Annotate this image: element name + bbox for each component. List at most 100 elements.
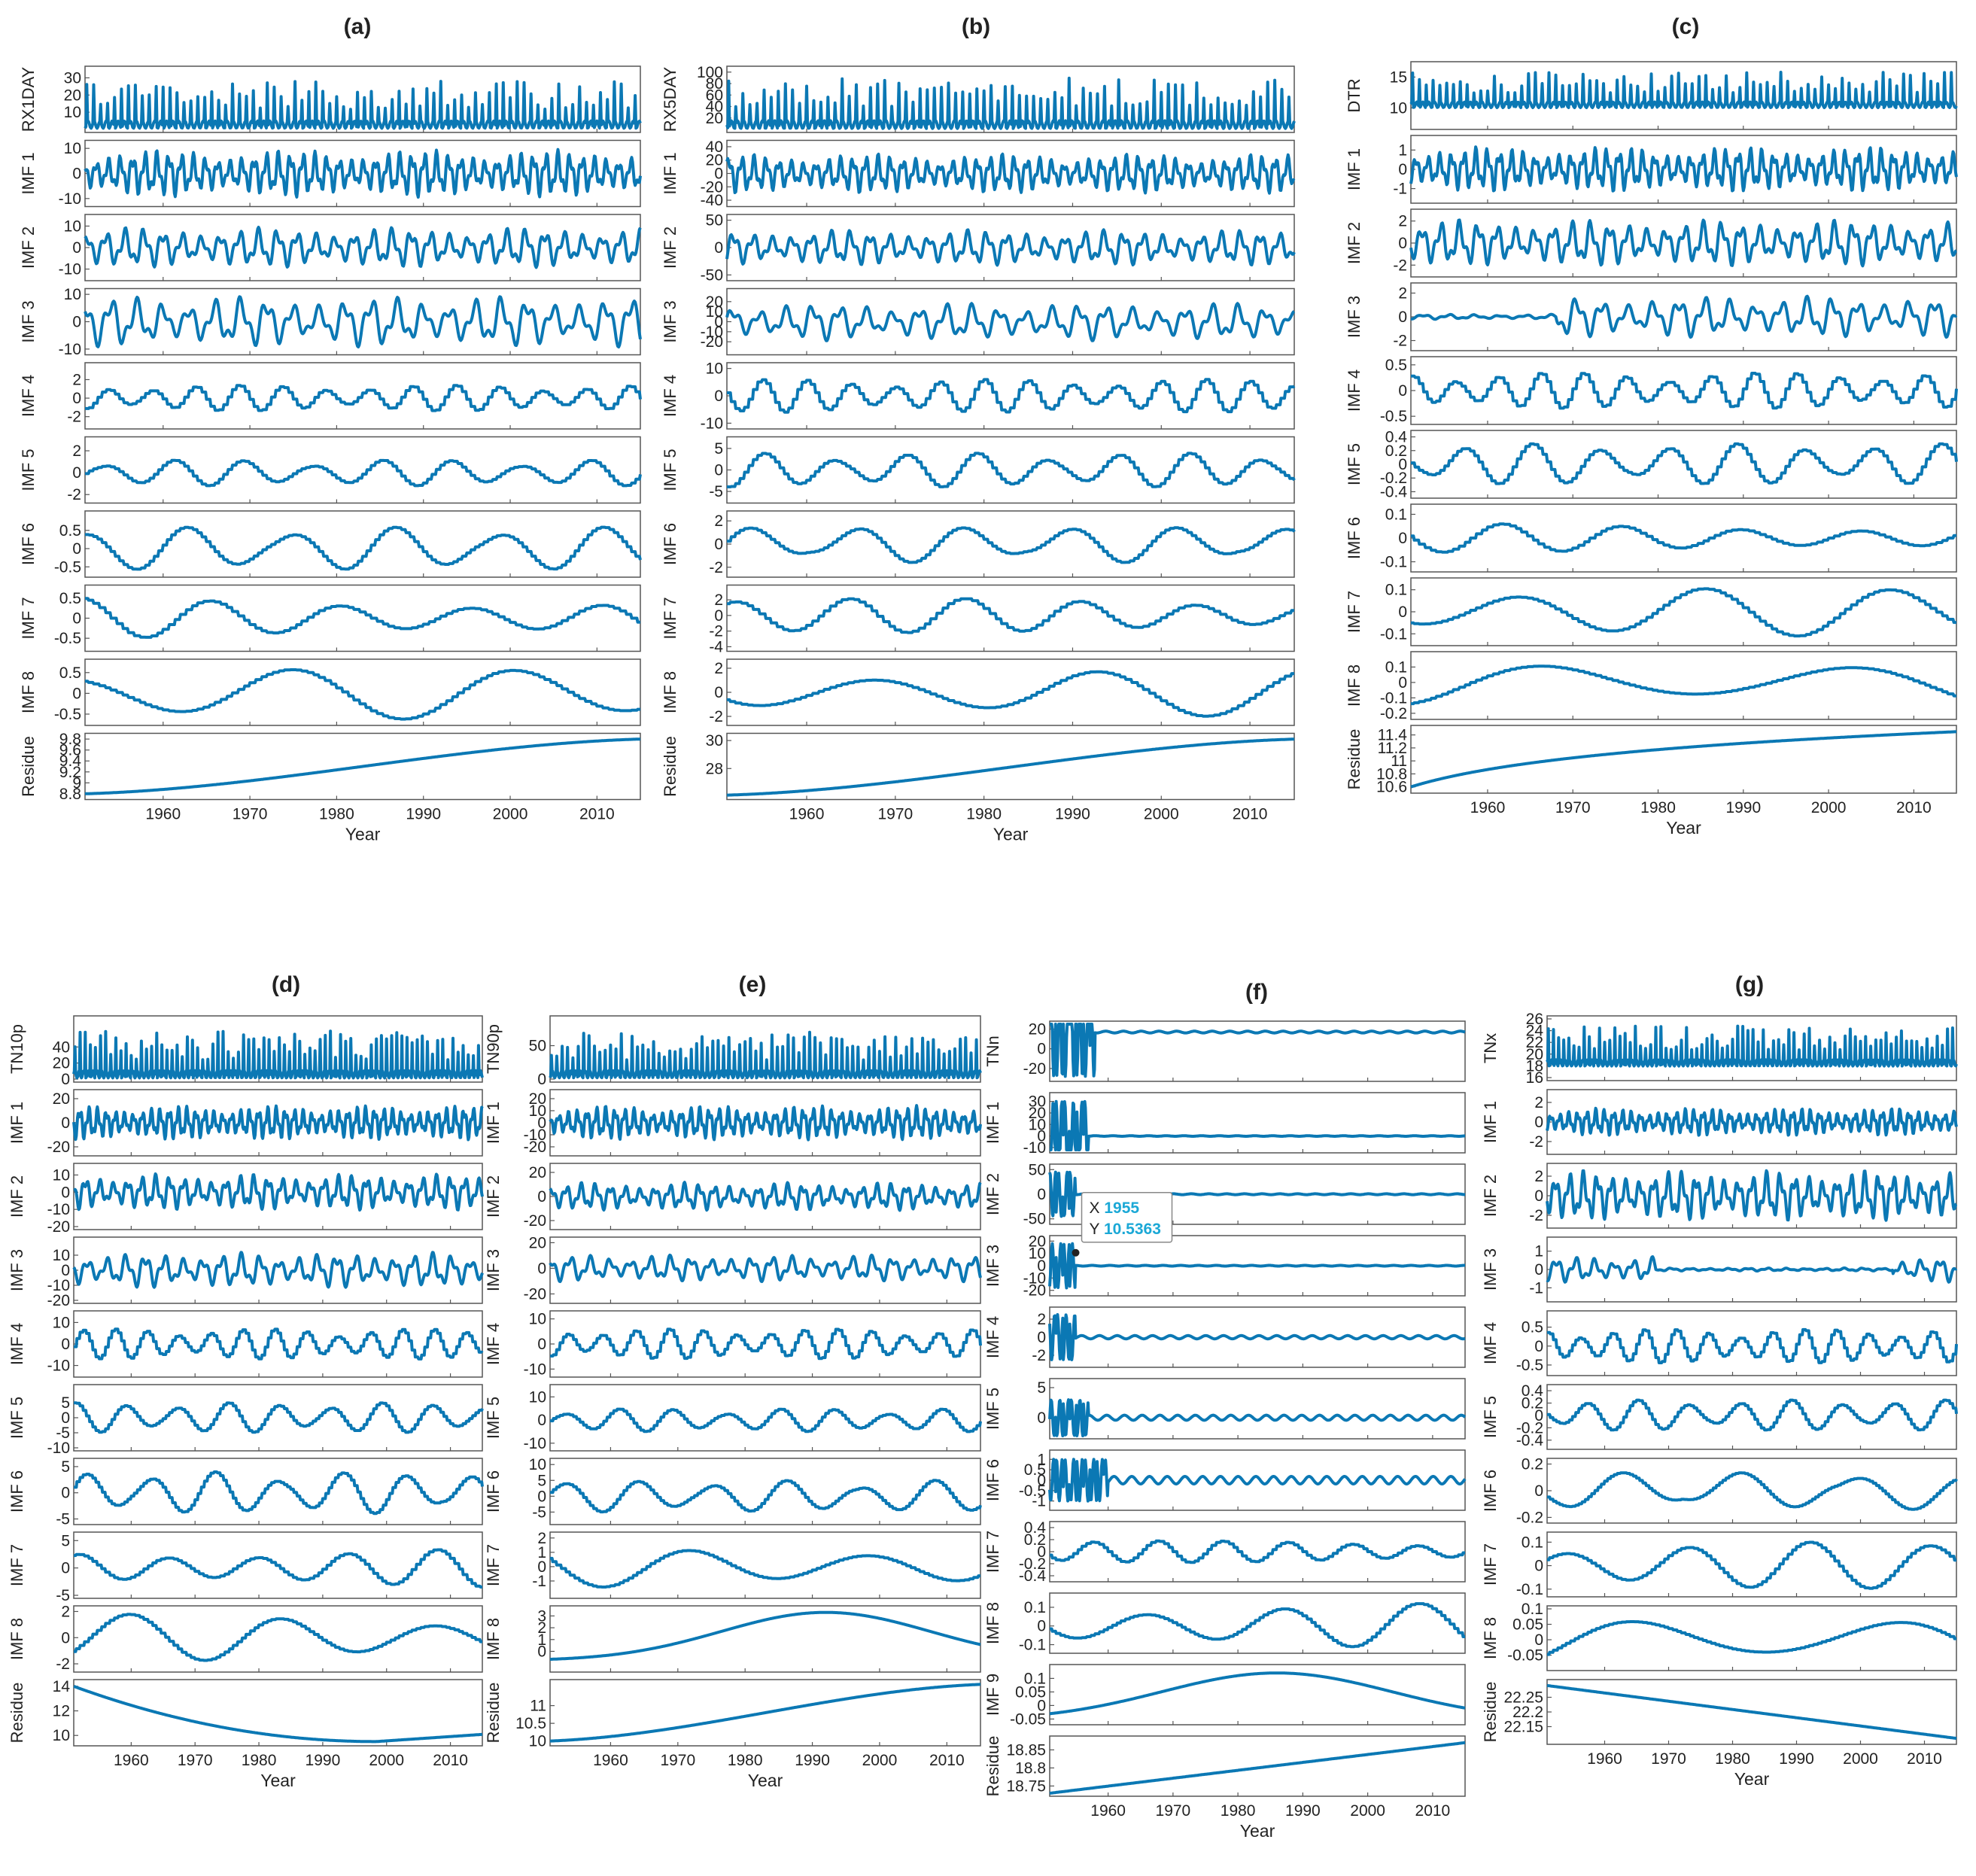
panel-title: (b)	[962, 14, 990, 39]
y-axis-label: IMF 7	[484, 1544, 503, 1586]
y-tick-label: 5	[61, 1394, 70, 1412]
y-tick-label: 0	[714, 607, 723, 625]
y-tick-label: 0	[1037, 1472, 1046, 1489]
y-tick-label: 0	[1534, 1338, 1543, 1355]
y-tick-label: 30	[1029, 1093, 1046, 1111]
axes-frame	[1049, 1092, 1466, 1154]
y-tick-label: 0	[1037, 1697, 1046, 1714]
subplot-imf-6: -0.500.5 IMF 6	[19, 510, 642, 578]
y-axis-label: IMF 7	[661, 597, 679, 639]
y-axis-label: Residue	[19, 736, 38, 797]
y-tick-label: -20	[524, 1285, 546, 1303]
y-tick-label: 20	[706, 293, 723, 311]
y-axis-label: Residue	[661, 736, 679, 797]
y-tick-label: 1	[537, 1631, 546, 1649]
y-tick-label: -10	[47, 1440, 70, 1457]
y-tick-label: -2	[1032, 1347, 1046, 1364]
y-axis-label: Residue	[1481, 1682, 1500, 1743]
y-tick-label: 5	[537, 1472, 546, 1489]
series-line	[1546, 1024, 1958, 1068]
y-axis-label: IMF 5	[484, 1397, 503, 1439]
y-tick-label: 60	[706, 87, 723, 104]
y-axis-label: IMF 6	[983, 1459, 1002, 1501]
y-tick-label: 11.4	[1378, 727, 1408, 744]
x-tick-label: 2010	[579, 806, 615, 823]
axes-frame	[1049, 1378, 1466, 1440]
y-tick-label: 0.1	[1522, 1601, 1543, 1618]
y-tick-label: 10	[529, 1388, 546, 1406]
y-tick-label: -40	[701, 192, 723, 209]
y-tick-label: 20	[706, 110, 723, 127]
subplot-imf-2: -10 0 10 IMF 2	[19, 214, 642, 281]
y-tick-label: -0.2	[1019, 1555, 1046, 1573]
y-tick-label: -5	[56, 1587, 70, 1604]
subplot-imf-7: -4-202 IMF 7	[661, 584, 1295, 655]
panel-title: (a)	[344, 14, 372, 39]
x-tick-label: 1990	[306, 1752, 341, 1769]
series-line	[549, 1030, 982, 1080]
y-tick-label: -10	[59, 341, 81, 358]
y-tick-label: 18.85	[1006, 1741, 1046, 1759]
y-axis-label: IMF 8	[661, 671, 679, 713]
y-tick-label: 0	[72, 610, 81, 628]
x-tick-label: 1960	[1090, 1802, 1126, 1820]
y-tick-label: 0	[537, 1488, 546, 1505]
x-tick-label: 1960	[145, 806, 181, 823]
y-tick-label: 5	[1037, 1379, 1046, 1397]
y-tick-label: -10	[1023, 1139, 1046, 1157]
series-line	[72, 1401, 484, 1434]
y-axis-label: IMF 1	[8, 1102, 26, 1144]
y-tick-label: 11	[530, 1698, 546, 1715]
y-axis-label: IMF 7	[8, 1544, 26, 1586]
subplot-imf-3: -2 0 2 IMF 3	[1345, 282, 1958, 351]
y-axis-label: Residue	[8, 1683, 26, 1744]
y-axis-label: IMF 2	[1345, 222, 1363, 264]
series-line	[1048, 1313, 1467, 1361]
y-tick-label: 0	[72, 166, 81, 183]
y-tick-label: -10	[47, 1358, 70, 1375]
series-line	[726, 452, 1296, 488]
y-tick-label: -5	[532, 1504, 546, 1521]
y-axis-label: IMF 2	[1481, 1175, 1500, 1217]
y-axis-label: IMF 5	[1345, 443, 1363, 485]
subplot-imf-8: -0.5 0 0.5 IMF 8	[19, 658, 641, 726]
y-tick-label: -20	[701, 178, 723, 196]
y-tick-label: 18.75	[1006, 1777, 1046, 1795]
y-tick-label: 10	[53, 1166, 70, 1184]
series-line	[84, 226, 642, 269]
series-line	[1410, 294, 1958, 339]
y-tick-label: -1	[1393, 181, 1407, 198]
y-tick-label: 0.5	[59, 590, 81, 607]
y-tick-label: 10	[53, 1247, 70, 1264]
x-tick-label: 2010	[1415, 1802, 1451, 1820]
y-tick-label: -5	[56, 1424, 70, 1442]
y-tick-label: 0	[1534, 1482, 1543, 1500]
y-axis-label: IMF 8	[19, 671, 38, 713]
y-tick-label: 2	[714, 512, 723, 530]
y-tick-label: 0.1	[1024, 1670, 1046, 1687]
y-tick-label: 30	[706, 732, 723, 749]
y-tick-label: 22.25	[1503, 1689, 1543, 1707]
y-tick-label: 0	[1398, 456, 1407, 473]
y-tick-label: -0.05	[1507, 1647, 1543, 1665]
y-axis-label: IMF 1	[661, 152, 679, 194]
subplot-residue: 28 30 Residue	[661, 732, 1295, 801]
y-tick-label: 20	[529, 1234, 546, 1251]
series-line	[84, 80, 642, 130]
x-tick-label: 1960	[114, 1752, 149, 1769]
x-tick-label: 1960	[593, 1752, 628, 1769]
y-tick-label: 10	[64, 286, 81, 303]
axes-frame	[1546, 1605, 1957, 1671]
axes-frame	[1410, 577, 1957, 646]
y-axis-label: IMF 5	[8, 1397, 26, 1439]
y-tick-label: 18.8	[1015, 1759, 1046, 1777]
y-axis-label: IMF 6	[661, 523, 679, 565]
series-line	[84, 458, 642, 488]
subplot-imf-4: -10 0 10 IMF 4	[8, 1310, 484, 1378]
y-tick-label: 5	[61, 1532, 70, 1549]
subplot-imf-1: -20 0 20 IMF 1	[8, 1089, 484, 1157]
series-line	[1546, 1398, 1958, 1432]
